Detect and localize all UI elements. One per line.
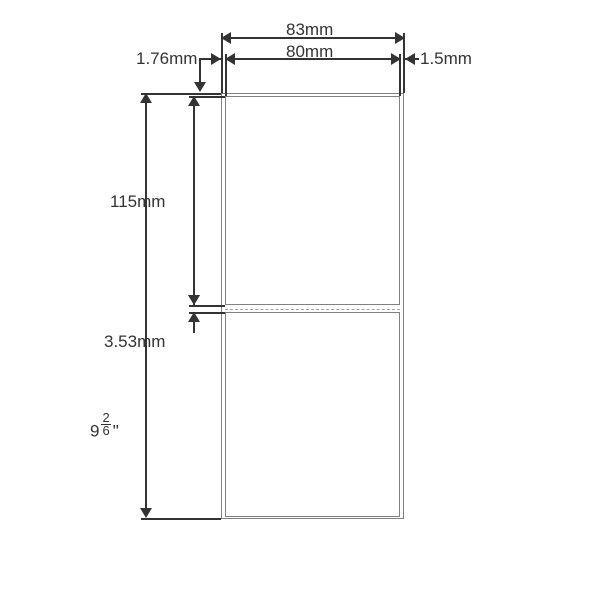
arrowhead — [188, 312, 200, 322]
ext-line — [189, 305, 225, 307]
ext-line — [141, 518, 221, 520]
arrowhead — [225, 53, 235, 65]
dim-label-right-margin: 1.5mm — [420, 49, 472, 69]
dim-label-gap: 3.53mm — [104, 332, 165, 352]
dim-label-outer-width: 83mm — [286, 20, 333, 40]
arrowhead — [395, 32, 405, 44]
arrowhead — [188, 96, 200, 106]
arrowhead — [221, 32, 231, 44]
label-rectangle-bottom — [225, 312, 400, 517]
total-height-unit: " — [113, 422, 119, 441]
label-rectangle-top — [225, 96, 400, 305]
perforation-line — [225, 309, 400, 310]
leader-line — [199, 58, 201, 82]
dim-label-total-height: 926" — [90, 412, 119, 442]
dim-line-label-height — [193, 106, 195, 295]
arrowhead — [194, 82, 206, 92]
total-height-whole: 9 — [90, 422, 99, 441]
arrowhead — [391, 53, 401, 65]
dim-label-inner-width: 80mm — [286, 42, 333, 62]
dim-label-label-height: 115mm — [110, 192, 165, 212]
arrowhead — [140, 508, 152, 518]
arrowhead — [188, 295, 200, 305]
ext-line — [141, 93, 221, 95]
arrowhead — [211, 53, 221, 65]
arrowhead — [405, 53, 415, 65]
dim-label-left-margin: 1.76mm — [136, 49, 197, 69]
dim-line-total-height — [145, 103, 147, 508]
arrowhead — [140, 93, 152, 103]
total-height-den: 6 — [101, 425, 110, 437]
